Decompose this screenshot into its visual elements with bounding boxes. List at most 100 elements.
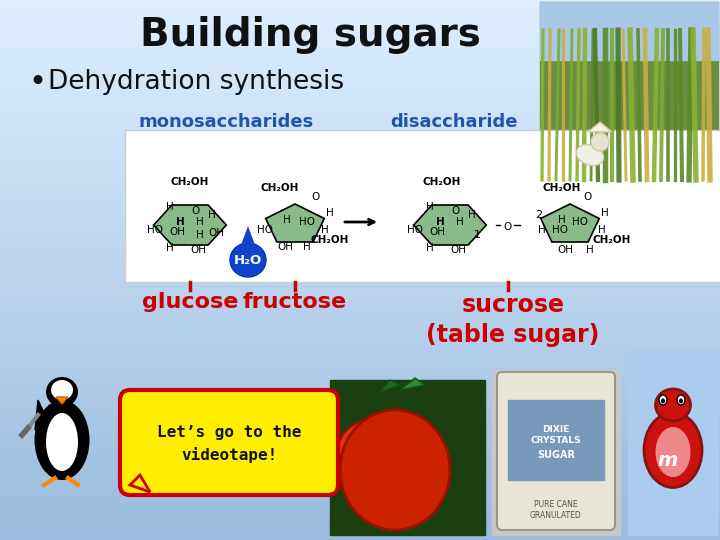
Bar xyxy=(0,113,720,114)
Bar xyxy=(0,59,720,60)
Bar xyxy=(0,27,720,28)
Bar xyxy=(0,19,720,20)
Bar xyxy=(0,383,720,384)
Bar xyxy=(0,108,720,109)
Bar xyxy=(0,97,720,98)
Bar xyxy=(0,210,720,211)
Bar xyxy=(0,78,720,79)
Text: DIXIE
CRYSTALS: DIXIE CRYSTALS xyxy=(531,426,581,445)
Bar xyxy=(0,55,720,56)
Bar xyxy=(0,25,720,26)
Bar xyxy=(0,415,720,416)
Bar xyxy=(0,169,720,170)
Text: O: O xyxy=(311,192,319,202)
Bar xyxy=(0,400,720,401)
Bar xyxy=(0,87,720,88)
Bar xyxy=(0,71,720,72)
Bar xyxy=(0,12,720,13)
Bar xyxy=(0,154,720,155)
Bar xyxy=(0,490,720,491)
Text: H: H xyxy=(166,202,174,212)
Bar xyxy=(0,49,720,50)
Bar xyxy=(0,231,720,232)
Bar xyxy=(0,206,720,207)
Bar xyxy=(0,149,720,150)
Bar xyxy=(0,23,720,24)
Bar xyxy=(0,67,720,68)
Bar xyxy=(0,534,720,535)
Bar xyxy=(0,384,720,385)
Bar xyxy=(0,377,720,378)
Bar xyxy=(0,222,720,223)
Bar xyxy=(0,335,720,336)
Bar xyxy=(0,374,720,375)
Bar xyxy=(0,170,720,171)
Bar xyxy=(0,327,720,328)
Polygon shape xyxy=(153,205,226,245)
Bar xyxy=(0,462,720,463)
Text: H: H xyxy=(326,208,334,218)
Text: H: H xyxy=(558,215,566,225)
Bar xyxy=(0,451,720,452)
Bar xyxy=(0,62,720,63)
Text: •: • xyxy=(28,68,46,97)
Text: HO: HO xyxy=(299,217,315,227)
Ellipse shape xyxy=(679,399,683,403)
Bar xyxy=(0,492,720,493)
Bar xyxy=(0,389,720,390)
Bar xyxy=(0,249,720,250)
Bar xyxy=(0,111,720,112)
Bar xyxy=(0,13,720,14)
Bar xyxy=(0,519,720,520)
Bar xyxy=(0,180,720,181)
Bar xyxy=(0,498,720,499)
Bar xyxy=(0,322,720,323)
Bar xyxy=(0,223,720,224)
Bar xyxy=(0,186,720,187)
Bar xyxy=(0,64,720,65)
Bar xyxy=(0,255,720,256)
Bar xyxy=(0,537,720,538)
Bar xyxy=(0,156,720,157)
Bar xyxy=(0,468,720,469)
Bar xyxy=(0,236,720,237)
Bar xyxy=(0,304,720,305)
Bar xyxy=(0,503,720,504)
Bar xyxy=(0,250,720,251)
Ellipse shape xyxy=(335,420,405,500)
Bar xyxy=(0,436,720,437)
Bar xyxy=(0,339,720,340)
Bar xyxy=(0,264,720,265)
Bar xyxy=(0,45,720,46)
Polygon shape xyxy=(35,400,45,430)
Bar xyxy=(0,245,720,246)
Bar xyxy=(0,507,720,508)
Bar xyxy=(0,176,720,177)
Bar xyxy=(0,513,720,514)
Bar xyxy=(0,196,720,197)
Bar xyxy=(0,311,720,312)
Bar xyxy=(0,134,720,135)
Bar xyxy=(0,296,720,297)
Bar xyxy=(0,44,720,45)
Bar xyxy=(0,36,720,37)
Bar xyxy=(0,139,720,140)
Text: monosaccharides: monosaccharides xyxy=(138,113,313,131)
Bar xyxy=(0,38,720,39)
Bar xyxy=(0,212,720,213)
Bar xyxy=(0,370,720,371)
Bar xyxy=(0,208,720,209)
Bar xyxy=(0,125,720,126)
Bar xyxy=(0,115,720,116)
Bar xyxy=(0,504,720,505)
Bar xyxy=(0,124,720,125)
Bar xyxy=(0,4,720,5)
Text: OH: OH xyxy=(429,227,445,237)
Bar xyxy=(0,102,720,103)
Bar xyxy=(0,101,720,102)
Bar xyxy=(0,35,720,36)
Bar xyxy=(0,410,720,411)
Bar xyxy=(0,191,720,192)
Bar xyxy=(0,394,720,395)
Bar xyxy=(0,518,720,519)
